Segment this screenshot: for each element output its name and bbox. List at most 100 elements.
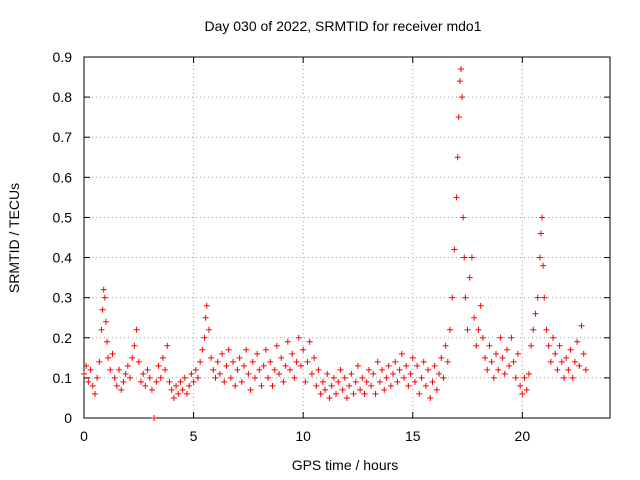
data-point	[98, 326, 105, 333]
data-point	[96, 358, 103, 365]
data-point	[454, 154, 461, 161]
data-point	[348, 370, 355, 377]
data-point	[104, 338, 111, 345]
data-point	[232, 382, 239, 389]
x-axis-label: GPS time / hours	[292, 457, 399, 473]
data-point	[460, 214, 467, 221]
data-point	[256, 366, 263, 373]
data-point	[247, 386, 254, 393]
y-tick-label: 0.9	[53, 49, 73, 65]
data-point	[293, 358, 300, 365]
data-point	[162, 366, 169, 373]
data-point	[238, 378, 245, 385]
data-point	[278, 354, 285, 361]
data-point	[346, 382, 353, 389]
data-point	[311, 354, 318, 361]
data-point	[245, 370, 252, 377]
data-point	[357, 386, 364, 393]
data-point	[523, 386, 530, 393]
data-point	[219, 350, 226, 357]
data-point	[159, 354, 166, 361]
data-point	[105, 354, 112, 361]
data-point	[519, 390, 526, 397]
data-point	[203, 302, 210, 309]
data-point	[514, 350, 521, 357]
data-point	[456, 78, 463, 85]
data-point	[582, 366, 589, 373]
data-point	[205, 326, 212, 333]
data-point	[374, 358, 381, 365]
data-point	[249, 358, 256, 365]
data-point	[113, 382, 120, 389]
data-point	[499, 354, 506, 361]
data-point	[319, 378, 326, 385]
data-point	[379, 366, 386, 373]
data-point	[133, 326, 140, 333]
data-point	[479, 334, 486, 341]
data-point	[94, 374, 101, 381]
data-point	[155, 362, 162, 369]
data-point	[543, 326, 550, 333]
data-point	[240, 362, 247, 369]
data-point	[407, 370, 414, 377]
data-point	[170, 394, 177, 401]
data-point	[420, 358, 427, 365]
data-point	[457, 66, 464, 73]
data-point	[565, 366, 572, 373]
data-point	[442, 342, 449, 349]
data-point	[528, 342, 535, 349]
data-point	[569, 374, 576, 381]
x-tick-label: 0	[80, 428, 88, 444]
data-point	[208, 354, 215, 361]
data-point	[578, 322, 585, 329]
data-point	[265, 374, 272, 381]
data-point	[475, 326, 482, 333]
data-point	[337, 366, 344, 373]
data-point	[392, 358, 399, 365]
data-point	[201, 334, 208, 341]
data-point	[495, 366, 502, 373]
data-point	[506, 362, 513, 369]
data-point	[197, 358, 204, 365]
data-point	[326, 394, 333, 401]
data-point	[368, 382, 375, 389]
data-point	[102, 318, 109, 325]
data-point	[216, 370, 223, 377]
data-point	[558, 358, 565, 365]
x-tick-label: 5	[190, 428, 198, 444]
data-point	[137, 378, 144, 385]
data-point	[385, 362, 392, 369]
data-point	[532, 310, 539, 317]
data-point	[459, 94, 466, 101]
data-point	[390, 370, 397, 377]
data-point	[85, 378, 92, 385]
data-point	[473, 342, 480, 349]
data-point	[199, 346, 206, 353]
chart-title: Day 030 of 2022, SRMTID for receiver mdo…	[204, 18, 481, 34]
data-point	[287, 366, 294, 373]
data-point	[341, 374, 348, 381]
data-point	[190, 378, 197, 385]
data-point	[308, 370, 315, 377]
data-point	[422, 382, 429, 389]
data-point	[127, 374, 134, 381]
data-point	[210, 366, 217, 373]
data-point	[525, 370, 532, 377]
data-point	[142, 382, 149, 389]
data-point	[221, 378, 228, 385]
data-point	[148, 386, 155, 393]
data-point	[359, 374, 366, 381]
data-point	[411, 378, 418, 385]
data-point	[236, 354, 243, 361]
data-point	[177, 378, 184, 385]
data-point	[381, 386, 388, 393]
data-point	[131, 342, 138, 349]
data-point	[482, 354, 489, 361]
data-point	[254, 350, 261, 357]
data-point	[243, 346, 250, 353]
data-point	[539, 214, 546, 221]
data-point	[122, 370, 129, 377]
y-tick-label: 0.1	[53, 370, 73, 386]
data-point	[276, 370, 283, 377]
data-point	[521, 374, 528, 381]
